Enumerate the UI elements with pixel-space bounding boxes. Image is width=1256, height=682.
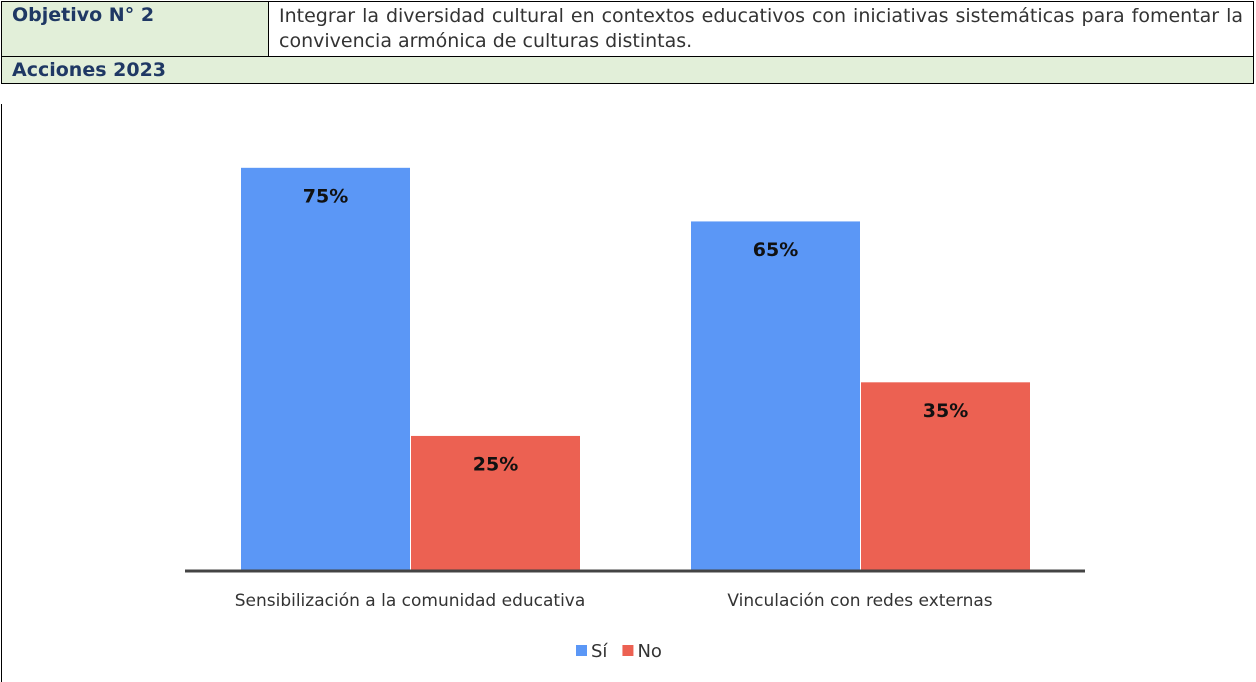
data-label: 25% <box>473 453 518 475</box>
data-label: 35% <box>923 400 968 422</box>
objective-text: Integrar la diversidad cultural en conte… <box>268 1 1254 57</box>
bar <box>861 382 1030 570</box>
data-label: 75% <box>303 185 348 207</box>
objective-label: Objetivo N° 2 <box>1 1 269 57</box>
bar <box>411 435 580 570</box>
legend-label: Sí <box>591 641 608 662</box>
data-label: 65% <box>753 239 798 261</box>
section-title: Acciones 2023 <box>1 56 1254 84</box>
x-tick-label: Sensibilización a la comunidad educativa <box>235 591 586 611</box>
legend-swatch <box>622 645 634 656</box>
x-tick-label: Vinculación con redes externas <box>727 591 992 611</box>
chart-area <box>1 104 1255 682</box>
bar <box>241 167 410 570</box>
legend-swatch <box>576 645 587 656</box>
objective-table: Objetivo N° 2 Integrar la diversidad cul… <box>1 1 1254 84</box>
legend-label: No <box>637 641 661 662</box>
bar <box>691 221 860 570</box>
